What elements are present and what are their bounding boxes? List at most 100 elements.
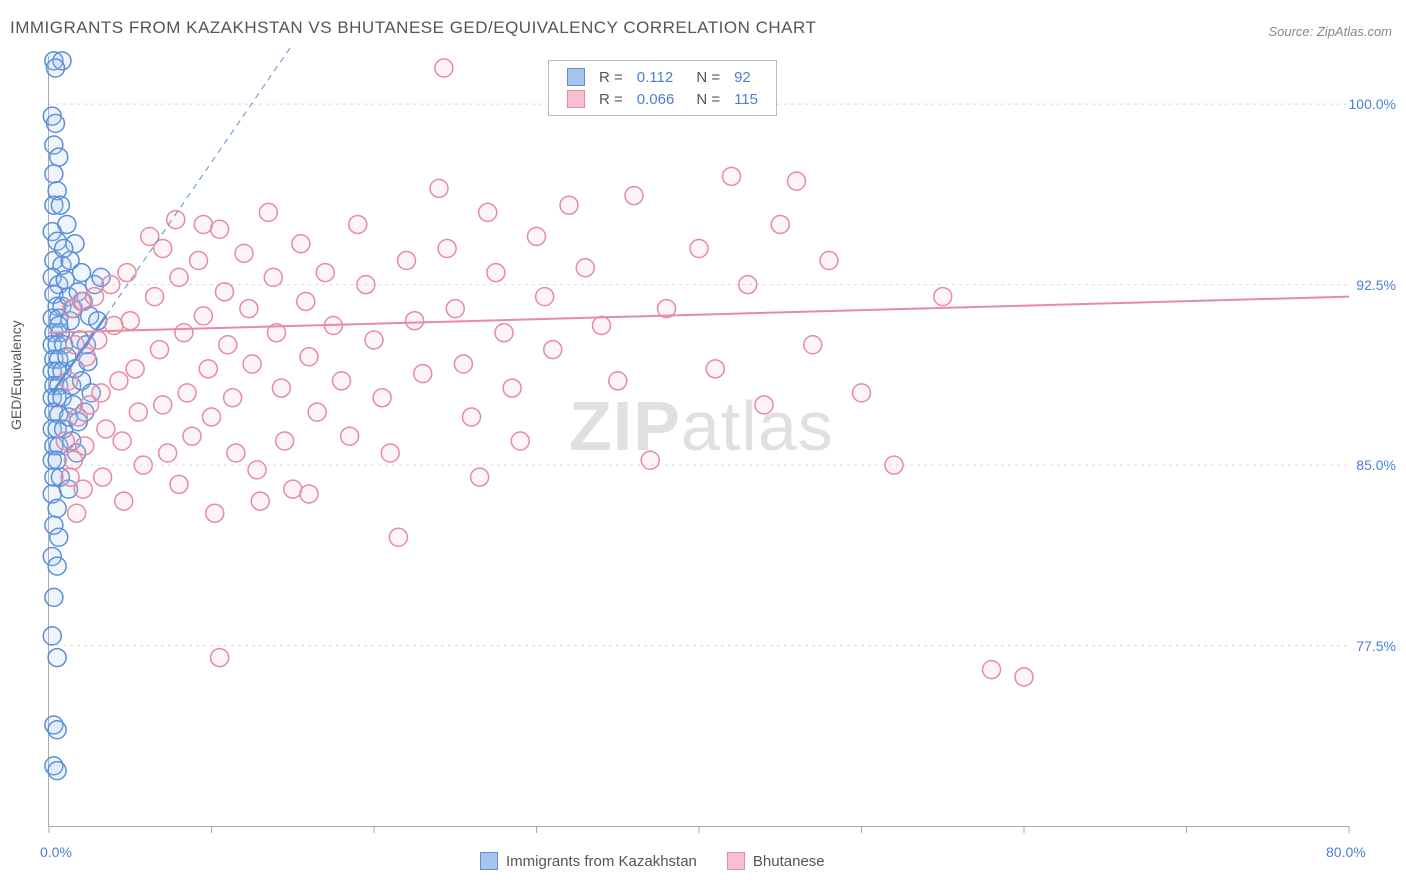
data-point [609, 372, 627, 390]
data-point [199, 360, 217, 378]
data-point [463, 408, 481, 426]
data-point [544, 341, 562, 359]
data-point [487, 264, 505, 282]
correlation-legend: R =0.112N =92R =0.066N =115 [548, 60, 777, 116]
data-point [593, 317, 611, 335]
data-point [251, 492, 269, 510]
data-point [706, 360, 724, 378]
data-point [479, 203, 497, 221]
y-tick-label: 77.5% [1356, 638, 1396, 654]
series-legend: Immigrants from Kazakhstan Bhutanese [480, 852, 855, 874]
data-point [373, 389, 391, 407]
data-point [206, 504, 224, 522]
data-point [739, 276, 757, 294]
data-point [471, 468, 489, 486]
data-point [755, 396, 773, 414]
data-point [48, 451, 66, 469]
chart-title: IMMIGRANTS FROM KAZAKHSTAN VS BHUTANESE … [10, 18, 816, 38]
source-attribution: Source: ZipAtlas.com [1268, 24, 1392, 39]
data-point [983, 661, 1001, 679]
data-point [113, 432, 131, 450]
data-point [454, 355, 472, 373]
data-point [788, 172, 806, 190]
data-point [190, 252, 208, 270]
data-point [820, 252, 838, 270]
data-point [243, 355, 261, 373]
data-point [235, 244, 253, 262]
data-point [446, 300, 464, 318]
data-point [151, 341, 169, 359]
data-point [203, 408, 221, 426]
data-point [50, 148, 68, 166]
data-point [74, 480, 92, 498]
y-tick-label: 100.0% [1349, 96, 1396, 112]
data-point [175, 324, 193, 342]
data-point [300, 485, 318, 503]
data-point [48, 649, 66, 667]
data-point [284, 480, 302, 498]
data-point [723, 167, 741, 185]
data-point [292, 235, 310, 253]
data-point [102, 276, 120, 294]
x-tick-label: 80.0% [1326, 844, 1366, 860]
data-point [56, 271, 74, 289]
data-point [853, 384, 871, 402]
data-point [414, 365, 432, 383]
data-point [154, 396, 172, 414]
data-point [272, 379, 290, 397]
data-point [438, 240, 456, 258]
data-point [47, 59, 65, 77]
x-tick-label: 0.0% [40, 844, 72, 860]
data-point [430, 179, 448, 197]
data-point [92, 384, 110, 402]
data-point [134, 456, 152, 474]
data-point [159, 444, 177, 462]
data-point [183, 427, 201, 445]
data-point [170, 475, 188, 493]
legend-item: Immigrants from Kazakhstan [480, 852, 697, 870]
data-point [110, 372, 128, 390]
data-point [211, 220, 229, 238]
data-point [398, 252, 416, 270]
data-point [224, 389, 242, 407]
data-point [316, 264, 334, 282]
data-point [170, 268, 188, 286]
data-point [1015, 668, 1033, 686]
data-point [435, 59, 453, 77]
data-point [536, 288, 554, 306]
data-point [771, 215, 789, 233]
data-point [495, 324, 513, 342]
data-point [194, 307, 212, 325]
data-point [115, 492, 133, 510]
data-point [58, 215, 76, 233]
data-point [300, 348, 318, 366]
data-point [259, 203, 277, 221]
data-point [126, 360, 144, 378]
data-point [511, 432, 529, 450]
data-point [365, 331, 383, 349]
data-point [804, 336, 822, 354]
data-point [86, 288, 104, 306]
data-point [406, 312, 424, 330]
data-point [248, 461, 266, 479]
data-point [381, 444, 399, 462]
data-point [73, 264, 91, 282]
data-point [690, 240, 708, 258]
data-point [389, 528, 407, 546]
data-point [934, 288, 952, 306]
data-point [341, 427, 359, 445]
data-point [50, 528, 68, 546]
data-point [216, 283, 234, 301]
data-point [264, 268, 282, 286]
legend-item: Bhutanese [727, 852, 825, 870]
data-point [349, 215, 367, 233]
data-point [55, 240, 73, 258]
data-point [97, 420, 115, 438]
data-point [576, 259, 594, 277]
data-point [48, 499, 66, 517]
data-point [45, 165, 63, 183]
data-point [146, 288, 164, 306]
y-tick-label: 92.5% [1356, 277, 1396, 293]
data-point [227, 444, 245, 462]
data-point [94, 468, 112, 486]
